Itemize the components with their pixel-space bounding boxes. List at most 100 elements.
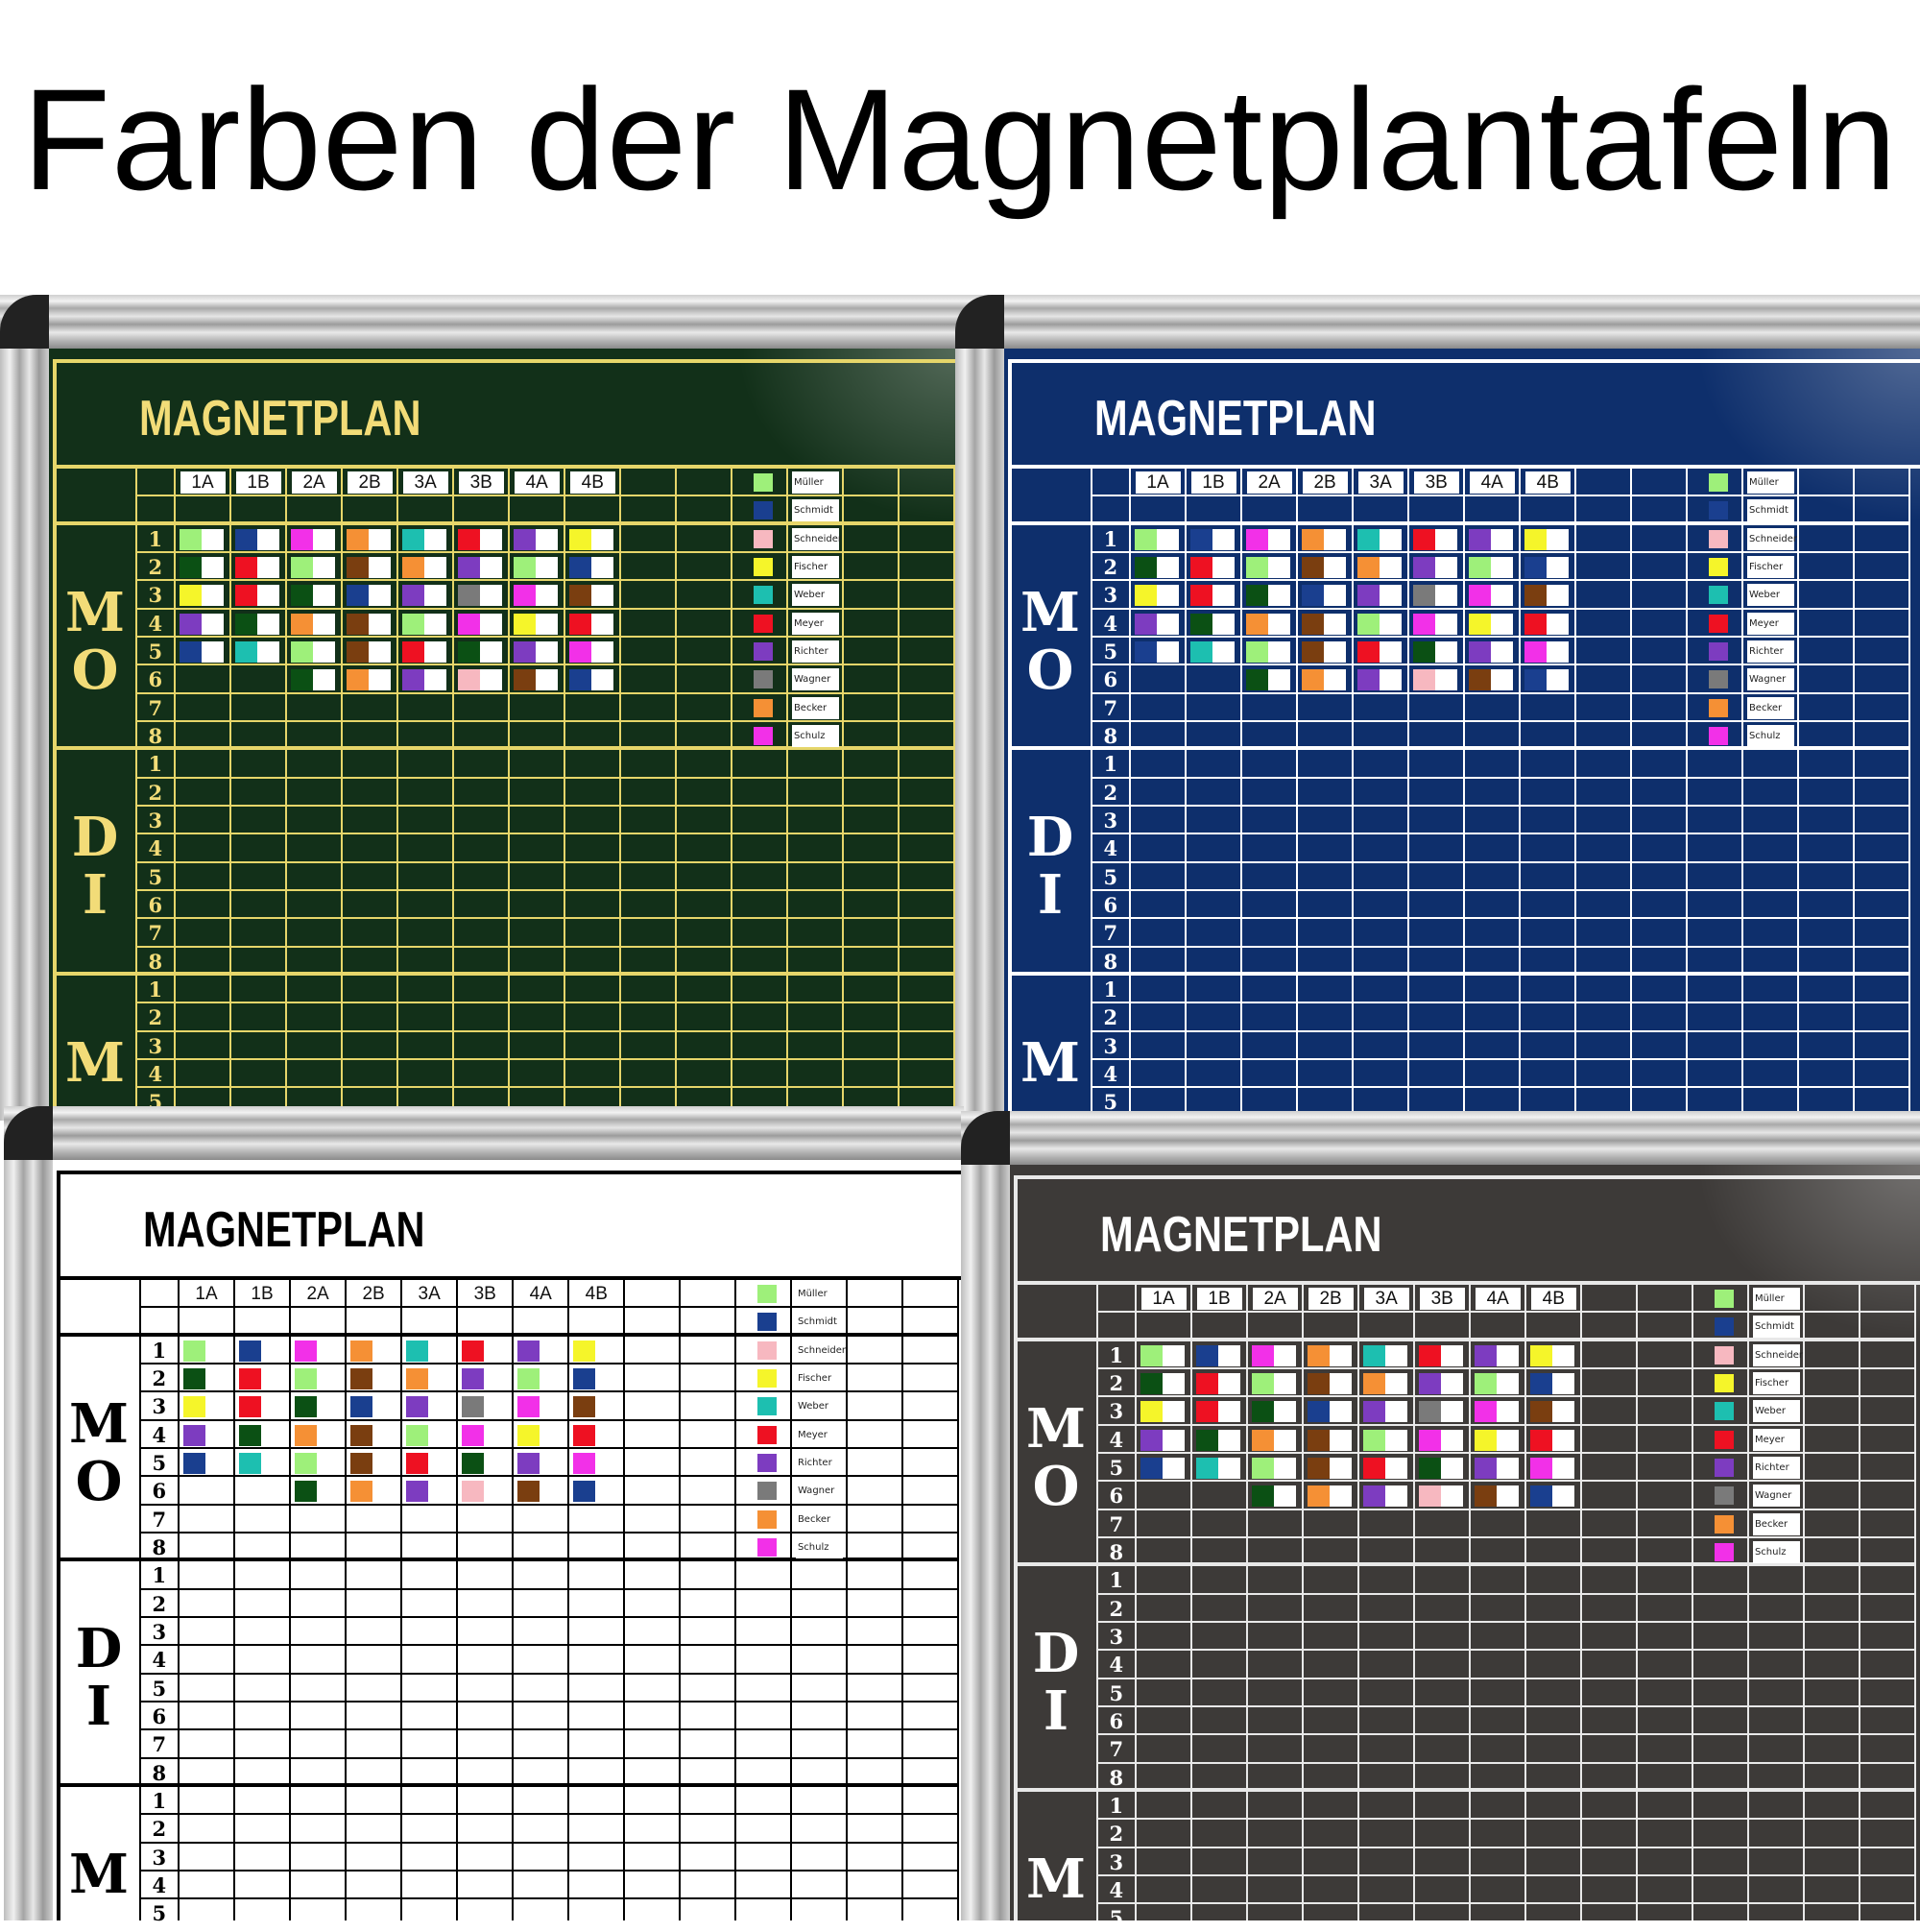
- plan-cell[interactable]: [620, 778, 677, 808]
- plan-cell[interactable]: [1130, 834, 1187, 863]
- plan-cell[interactable]: [1692, 1454, 1749, 1483]
- plan-cell[interactable]: [1525, 1763, 1582, 1793]
- magnet-orange[interactable]: [405, 1368, 450, 1390]
- plan-cell[interactable]: [1748, 1763, 1805, 1793]
- plan-cell[interactable]: [732, 609, 788, 639]
- plan-cell[interactable]: [1408, 722, 1465, 751]
- plan-cell[interactable]: [1247, 1425, 1304, 1455]
- plan-cell[interactable]: [175, 609, 231, 639]
- magnet-purple[interactable]: [461, 1368, 506, 1390]
- magnet-orange[interactable]: [1245, 613, 1290, 635]
- plan-cell[interactable]: [564, 722, 621, 751]
- magnet-brown[interactable]: [349, 1453, 395, 1475]
- plan-cell[interactable]: [1359, 1904, 1415, 1920]
- magnet-pink[interactable]: [1418, 1485, 1463, 1508]
- plan-cell[interactable]: [732, 581, 788, 610]
- plan-cell[interactable]: [286, 947, 343, 977]
- magnet-brown[interactable]: [349, 1368, 395, 1390]
- plan-cell[interactable]: [1191, 1369, 1248, 1398]
- plan-cell[interactable]: [1525, 1566, 1582, 1595]
- plan-cell[interactable]: [175, 722, 231, 751]
- plan-cell[interactable]: [1247, 1847, 1304, 1877]
- plan-cell[interactable]: [1247, 1538, 1304, 1567]
- plan-cell[interactable]: [230, 524, 287, 553]
- plan-cell[interactable]: [1525, 1594, 1582, 1624]
- plan-cell[interactable]: [1241, 976, 1298, 1004]
- plan-cell[interactable]: [1470, 1678, 1526, 1708]
- plan-cell[interactable]: [401, 1420, 458, 1450]
- plan-cell[interactable]: [681, 1899, 736, 1920]
- plan-cell[interactable]: [900, 553, 956, 582]
- plan-cell[interactable]: [847, 1787, 903, 1816]
- plan-cell[interactable]: [903, 1787, 960, 1816]
- plan-cell[interactable]: [401, 1730, 458, 1759]
- plan-cell[interactable]: [397, 947, 454, 977]
- magnet-purple[interactable]: [405, 1481, 450, 1503]
- magnet-purple[interactable]: [1468, 641, 1513, 664]
- plan-cell[interactable]: [1464, 638, 1521, 666]
- plan-cell[interactable]: [1520, 919, 1576, 948]
- plan-cell[interactable]: [509, 1003, 565, 1032]
- plan-cell[interactable]: [791, 1505, 848, 1534]
- plan-cell[interactable]: [1804, 1735, 1860, 1764]
- plan-cell[interactable]: [1575, 665, 1632, 694]
- plan-cell[interactable]: [234, 1534, 291, 1562]
- plan-cell[interactable]: [620, 807, 677, 835]
- plan-cell[interactable]: [903, 1703, 960, 1731]
- plan-cell[interactable]: [903, 1872, 960, 1900]
- plan-cell[interactable]: [1798, 609, 1855, 639]
- magnet-magenta[interactable]: [516, 1396, 562, 1418]
- magnet-red[interactable]: [1356, 641, 1402, 664]
- plan-cell[interactable]: [620, 722, 677, 751]
- plan-cell[interactable]: [847, 1561, 903, 1590]
- plan-cell[interactable]: [791, 1477, 848, 1506]
- plan-cell[interactable]: [1353, 581, 1409, 610]
- plan-cell[interactable]: [286, 891, 343, 920]
- plan-cell[interactable]: [1804, 1763, 1860, 1793]
- plan-cell[interactable]: [397, 553, 454, 582]
- plan-cell[interactable]: [290, 1449, 347, 1478]
- plan-cell[interactable]: [676, 1060, 732, 1089]
- plan-cell[interactable]: [791, 1336, 848, 1364]
- plan-cell[interactable]: [1247, 1707, 1304, 1736]
- plan-cell[interactable]: [1804, 1876, 1860, 1905]
- plan-cell[interactable]: [1247, 1566, 1304, 1595]
- plan-cell[interactable]: [1464, 834, 1521, 863]
- plan-cell[interactable]: [1297, 778, 1354, 808]
- plan-cell[interactable]: [1241, 665, 1298, 694]
- plan-cell[interactable]: [624, 1364, 681, 1393]
- plan-cell[interactable]: [513, 1872, 569, 1900]
- plan-cell[interactable]: [453, 1060, 510, 1089]
- plan-cell[interactable]: [1860, 1678, 1917, 1708]
- plan-cell[interactable]: [453, 638, 510, 666]
- plan-cell[interactable]: [457, 1815, 514, 1844]
- plan-cell[interactable]: [1520, 722, 1576, 751]
- plan-cell[interactable]: [680, 1449, 736, 1478]
- plan-cell[interactable]: [346, 1477, 402, 1506]
- plan-cell[interactable]: [1692, 1820, 1749, 1848]
- magnet-blue[interactable]: [1524, 557, 1569, 579]
- plan-cell[interactable]: [1297, 891, 1354, 920]
- plan-cell[interactable]: [843, 1060, 900, 1089]
- plan-cell[interactable]: [732, 524, 788, 553]
- plan-cell[interactable]: [453, 807, 510, 835]
- plan-cell[interactable]: [1358, 1763, 1415, 1793]
- plan-cell[interactable]: [1191, 1876, 1248, 1905]
- plan-cell[interactable]: [1631, 524, 1688, 553]
- plan-cell[interactable]: [1804, 1454, 1860, 1483]
- magnet-lightgreen[interactable]: [1140, 1344, 1185, 1366]
- plan-cell[interactable]: [735, 1758, 792, 1788]
- plan-cell[interactable]: [1247, 1820, 1304, 1848]
- magnet-purple[interactable]: [1356, 585, 1402, 607]
- plan-cell[interactable]: [1637, 1340, 1693, 1369]
- plan-cell[interactable]: [1687, 722, 1743, 751]
- plan-cell[interactable]: [787, 891, 844, 920]
- plan-cell[interactable]: [900, 581, 956, 610]
- plan-cell[interactable]: [1303, 1678, 1359, 1708]
- plan-cell[interactable]: [175, 919, 231, 948]
- magnet-lightgreen[interactable]: [405, 1424, 450, 1446]
- plan-cell[interactable]: [230, 750, 287, 779]
- plan-cell[interactable]: [676, 778, 732, 808]
- plan-cell[interactable]: [903, 1758, 960, 1788]
- plan-cell[interactable]: [290, 1872, 347, 1900]
